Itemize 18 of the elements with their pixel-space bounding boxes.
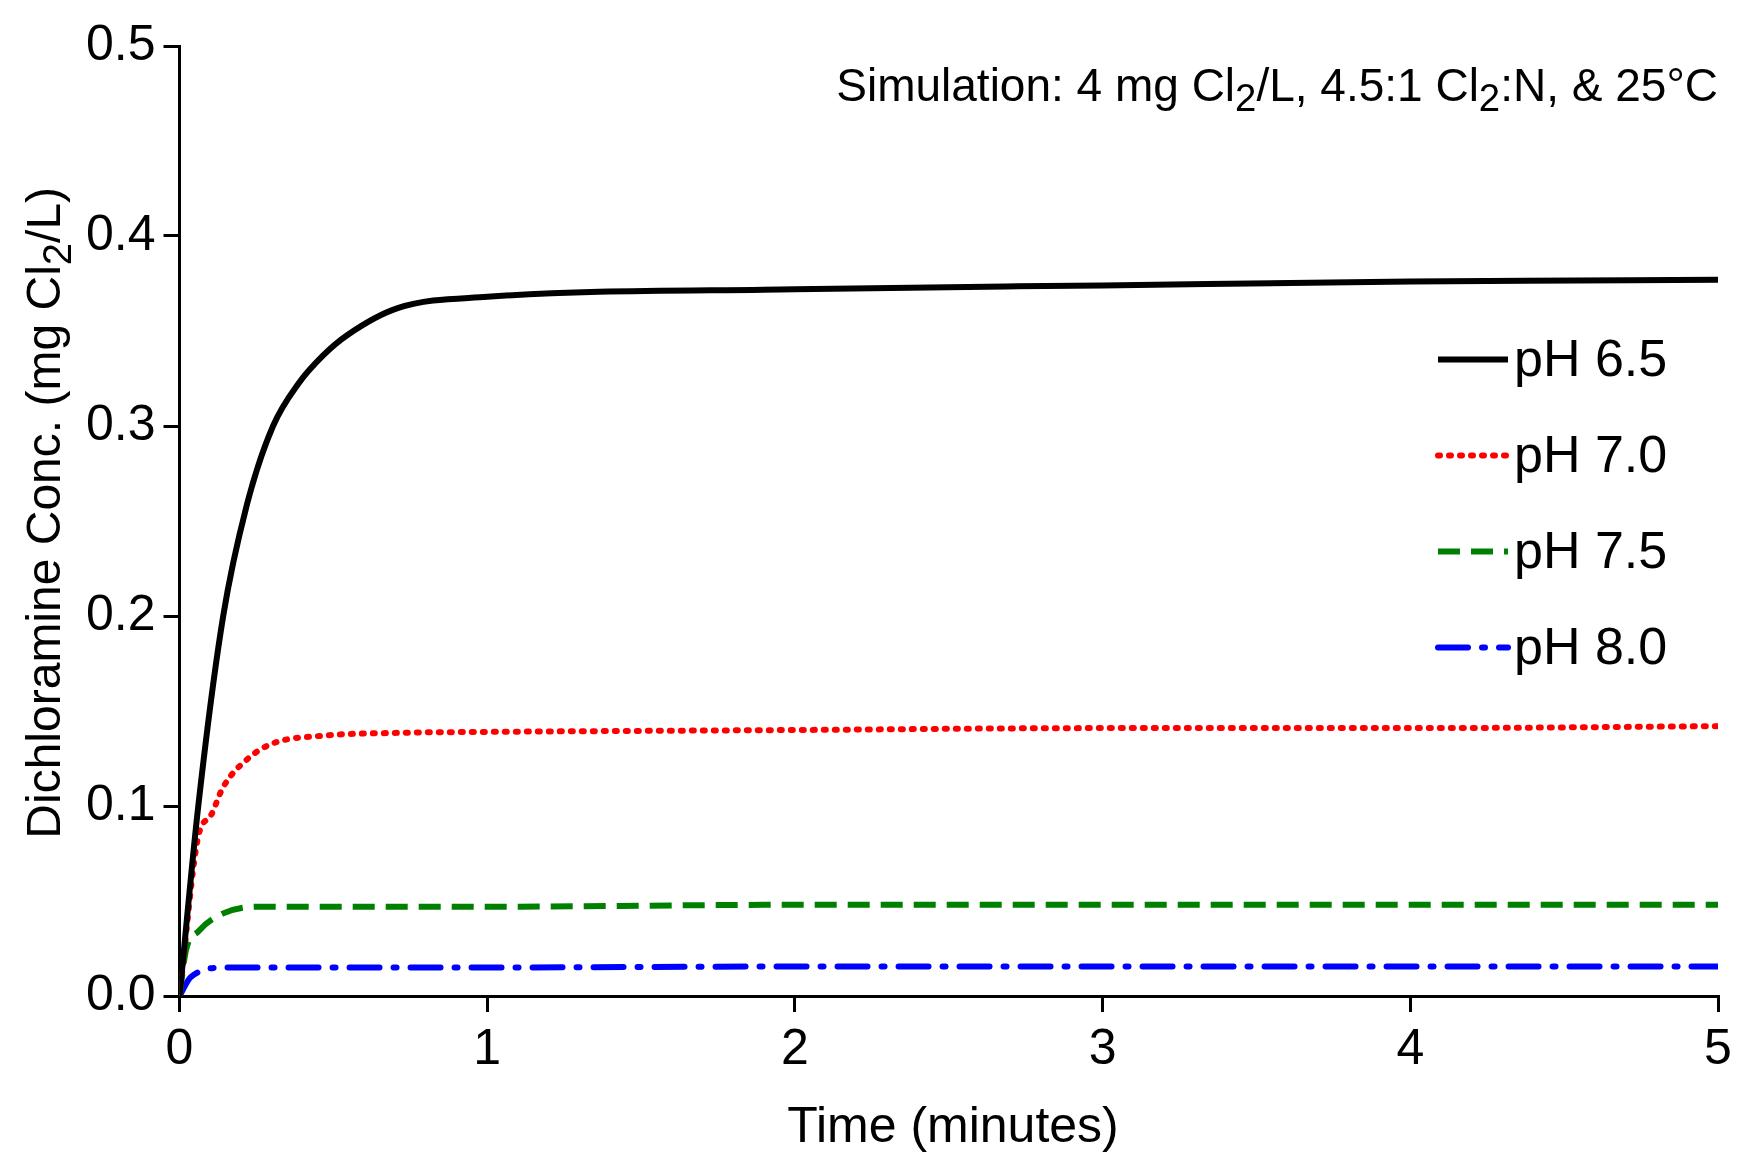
x-axis-title: Time (minutes) (786, 1096, 1120, 1154)
legend-label: pH 7.5 (1514, 520, 1668, 579)
x-tick-label: 0 (165, 1018, 194, 1075)
x-tick-label: 1 (473, 1018, 502, 1075)
annotation: Simulation: 4 mg Cl$_{2}$/L, 4.5:1 Cl$_{2}$:N, & 25°C (836, 58, 1718, 121)
y-tick-label: 0.4 (85, 204, 156, 261)
legend-label: pH 7.0 (1514, 424, 1668, 483)
x-tick-label: 5 (1704, 1018, 1732, 1075)
y-tick-label: 0.2 (85, 584, 156, 641)
y-tick-label: 0.3 (85, 394, 156, 451)
legend-label: pH 6.5 (1514, 328, 1668, 387)
y-tick-label: 0.5 (85, 14, 156, 71)
x-tick-label: 2 (781, 1018, 809, 1075)
y-tick-label: 0.0 (85, 964, 156, 1021)
x-tick-label: 3 (1088, 1018, 1117, 1075)
legend-label: pH 8.0 (1514, 616, 1668, 675)
x-tick-label: 4 (1396, 1018, 1425, 1075)
y-tick-label: 0.1 (85, 774, 156, 831)
